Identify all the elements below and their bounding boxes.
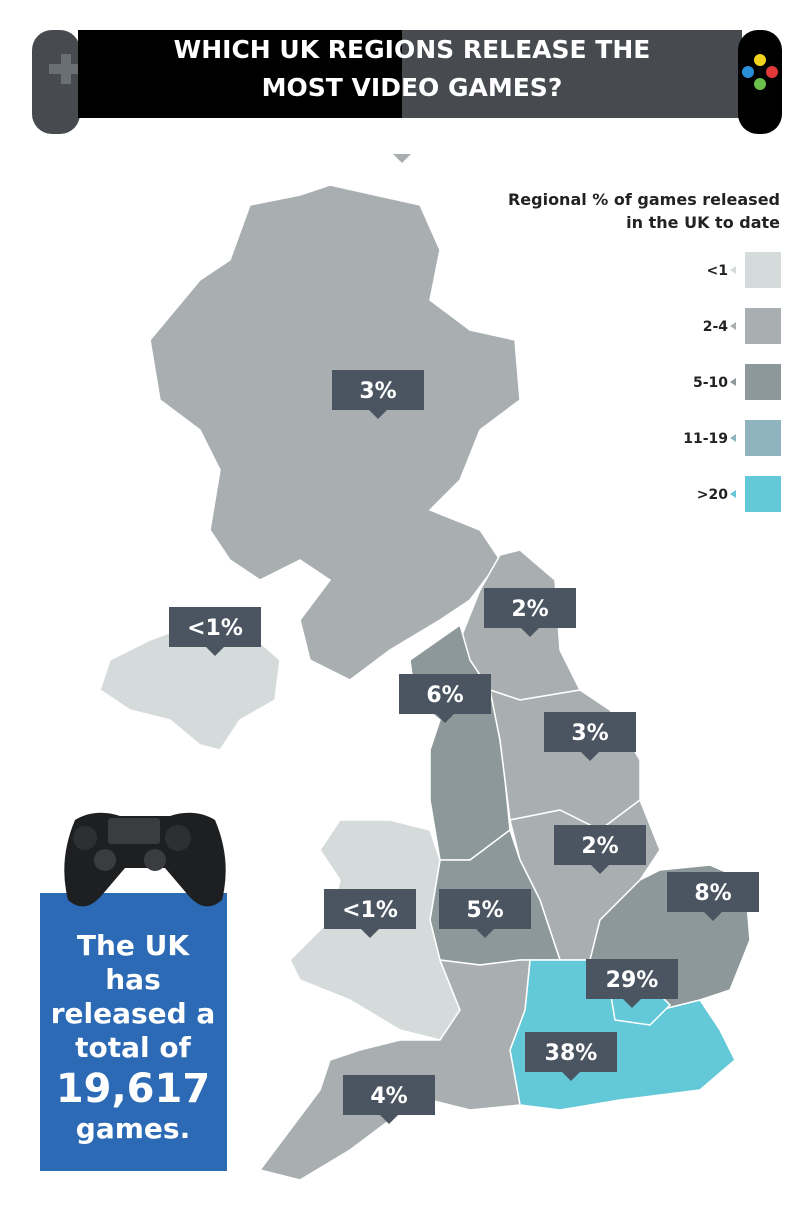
legend-label: 5-10	[693, 375, 728, 391]
button-icon	[766, 66, 778, 78]
total-unit: games.	[76, 1112, 190, 1145]
header-right	[402, 30, 742, 118]
title-line: MOST VIDEO GAMES?	[262, 73, 563, 102]
button-icon	[754, 78, 766, 90]
legend-arrow	[730, 322, 736, 330]
legend-swatch	[745, 308, 781, 344]
region-label: 5%	[466, 898, 503, 923]
legend-label: 11-19	[683, 431, 728, 447]
legend-swatch	[745, 420, 781, 456]
legend-arrow	[730, 434, 736, 442]
legend-arrow	[730, 490, 736, 498]
region-label-box	[332, 370, 424, 419]
legend-swatch	[745, 252, 781, 288]
region	[489, 688, 641, 831]
region-label-box	[525, 1032, 617, 1081]
region-label: 29%	[606, 968, 659, 993]
legend-title: Regional % of games released in the UK to…	[508, 190, 780, 232]
region-label: 38%	[545, 1041, 598, 1066]
region-label: 4%	[370, 1084, 407, 1109]
region	[258, 959, 531, 1181]
button-icon	[742, 66, 754, 78]
region-label-box	[484, 588, 576, 637]
legend-label: >20	[697, 487, 728, 503]
legend-label: <1	[707, 263, 728, 279]
total-line: released a	[51, 997, 216, 1030]
total-line: total of	[75, 1031, 191, 1064]
region-label-box	[544, 712, 636, 761]
region-label: <1%	[342, 898, 398, 923]
title-line: WHICH UK REGIONS RELEASE THE	[174, 35, 651, 64]
pointer	[393, 154, 411, 163]
legend-label: 2-4	[703, 319, 729, 335]
region-label-box	[399, 674, 491, 723]
region-label: 2%	[581, 834, 618, 859]
legend-swatch	[745, 364, 781, 400]
total-number: 19,617	[56, 1066, 210, 1112]
legend-arrow	[730, 266, 736, 274]
region-label: 8%	[694, 881, 731, 906]
region-label-box	[554, 825, 646, 874]
region-label-box	[324, 889, 416, 938]
map	[99, 184, 751, 1181]
region-label-box	[343, 1075, 435, 1124]
legend-arrow	[730, 378, 736, 386]
region	[149, 184, 521, 681]
region-label: 3%	[359, 379, 396, 404]
region-label-box	[667, 872, 759, 921]
region-label-box	[169, 607, 261, 656]
header-left	[78, 30, 402, 118]
region-label-box	[586, 959, 678, 1008]
region-label-box	[439, 889, 531, 938]
title: WHICH UK REGIONS RELEASE THE MOST VIDEO G…	[174, 35, 651, 102]
total-line: The UK	[77, 929, 191, 962]
region-label: 2%	[511, 597, 548, 622]
legend-swatch	[745, 476, 781, 512]
left-cap	[32, 30, 80, 134]
button-icon	[754, 54, 766, 66]
legend-title-line: Regional % of games released	[508, 190, 780, 209]
controller-icon	[64, 812, 226, 907]
region-label: 6%	[426, 683, 463, 708]
region-label: <1%	[187, 616, 243, 641]
region-label: 3%	[571, 721, 608, 746]
dpad-icon	[49, 54, 83, 84]
total-line: has	[105, 963, 161, 996]
total-box	[40, 893, 227, 1171]
legend-title-line: in the UK to date	[626, 213, 780, 232]
